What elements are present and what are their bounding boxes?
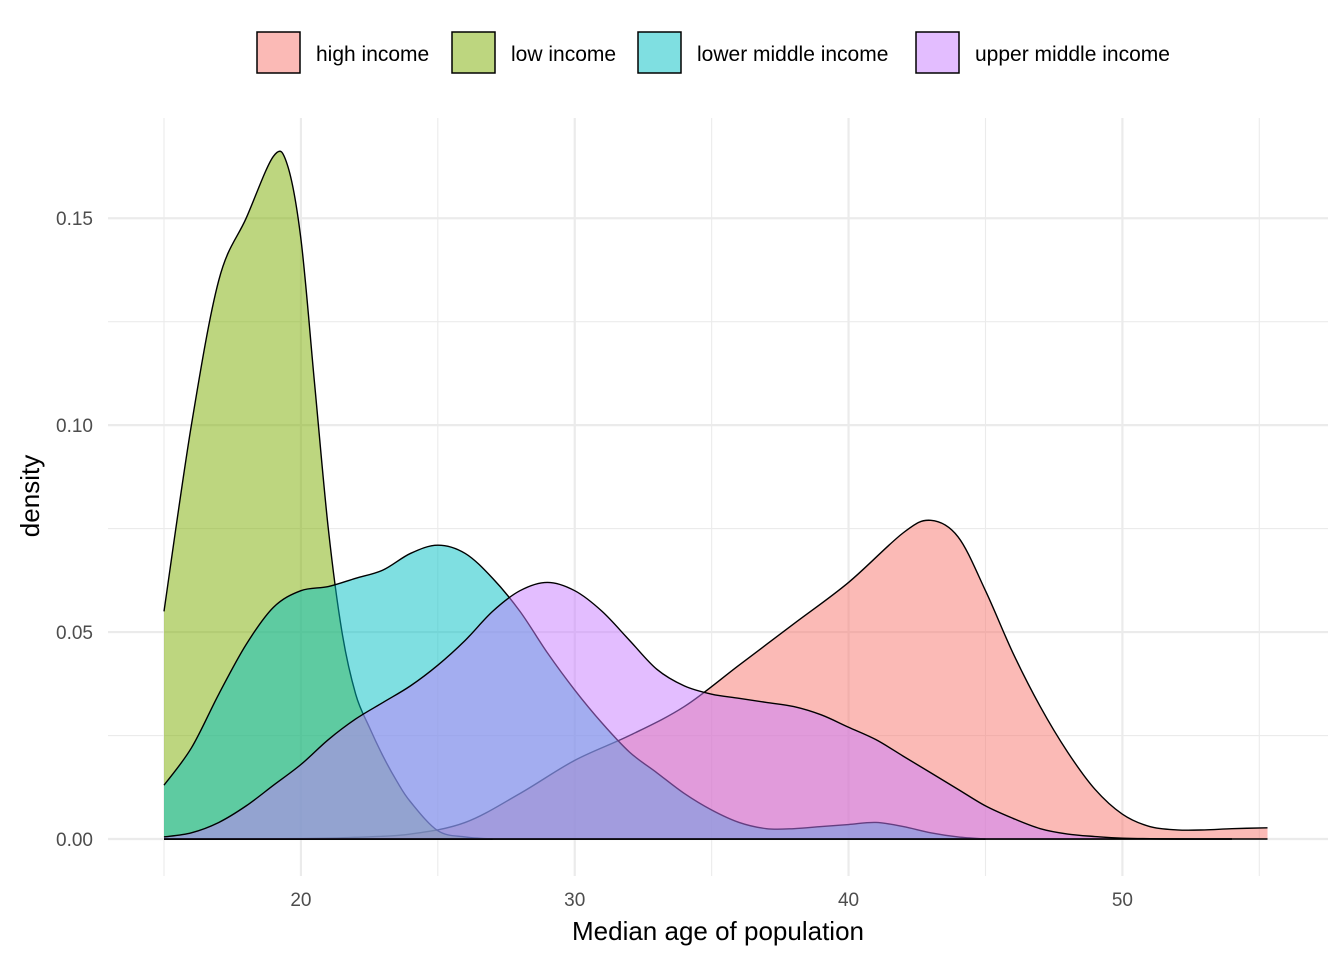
y-tick-label: 0.10	[56, 416, 93, 437]
y-tick-label: 0.00	[56, 830, 93, 851]
y-tick-label: 0.15	[56, 209, 93, 230]
x-tick-labels: 20 30 40 50	[290, 890, 1133, 911]
legend: high income low income lower middle inco…	[256, 31, 1170, 74]
y-axis-title: density	[15, 455, 45, 537]
legend-label-upper-middle-income: upper middle income	[975, 43, 1170, 66]
density-line-upper-middle-income	[163, 581, 1232, 840]
legend-label-low-income: low income	[511, 43, 616, 66]
x-tick-label: 50	[1112, 890, 1133, 911]
legend-label-high-income: high income	[316, 43, 429, 66]
density-area-upper-middle-income	[164, 582, 1232, 840]
legend-key-high-income	[256, 31, 301, 74]
y-tick-label: 0.05	[56, 623, 93, 644]
legend-label-lower-middle-income: lower middle income	[697, 43, 888, 66]
density-area-high-income	[164, 520, 1268, 839]
x-tick-label: 40	[838, 890, 859, 911]
x-tick-label: 30	[564, 890, 585, 911]
legend-key-upper-middle-income	[915, 31, 960, 74]
legend-key-lower-middle-income	[637, 31, 682, 74]
density-areas	[163, 150, 1268, 840]
legend-key-low-income	[451, 31, 496, 74]
x-tick-label: 20	[290, 890, 311, 911]
x-axis-title: Median age of population	[572, 916, 864, 946]
y-tick-labels: 0.00 0.05 0.10 0.15	[56, 209, 93, 851]
